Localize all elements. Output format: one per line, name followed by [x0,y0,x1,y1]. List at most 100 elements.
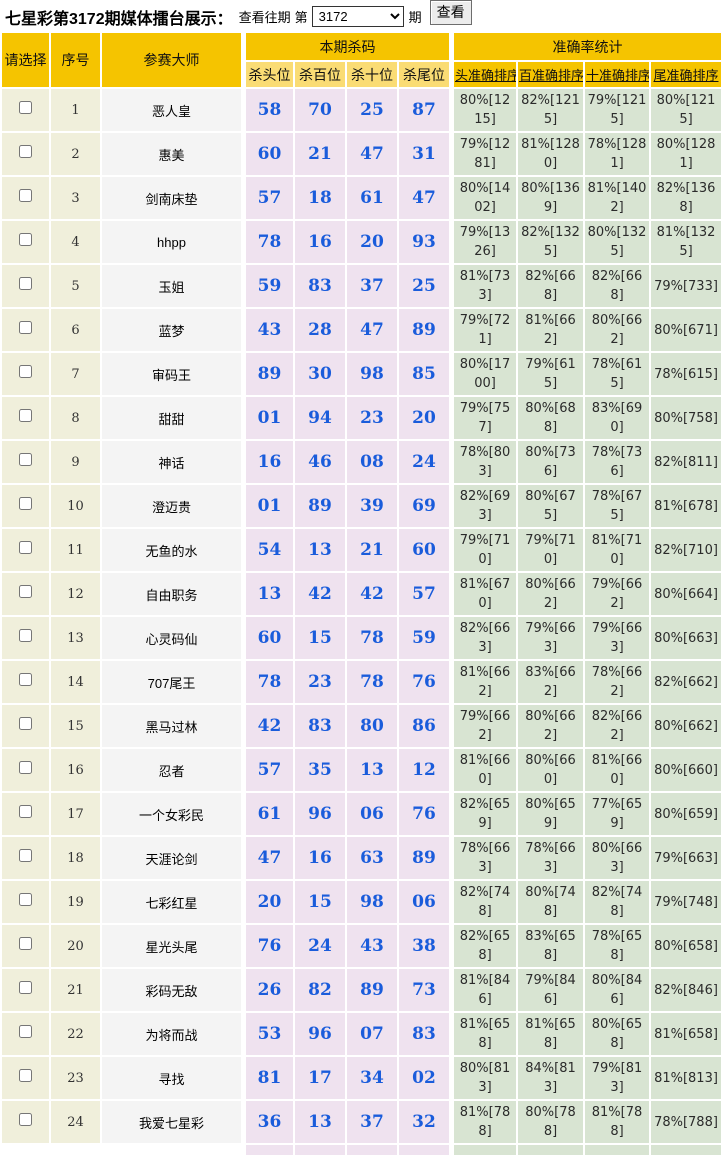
kill-number: 76 [243,925,293,967]
kill-number: 83 [399,1013,449,1055]
accuracy-stat: 80%[1369] [518,177,583,219]
row-checkbox[interactable] [19,453,32,466]
accuracy-stat: 81%[658] [518,1013,583,1055]
row-index: 13 [51,617,100,659]
row-checkbox[interactable] [19,761,32,774]
kill-number: 59 [243,265,293,307]
kill-number: 47 [347,309,397,351]
accuracy-stat: 80%[662] [518,573,583,615]
kill-number: 89 [399,837,449,879]
kill-number: 16 [295,221,345,263]
master-name: 一个女彩民 [102,793,241,835]
master-name: 甜甜 [102,397,241,439]
kill-number: 60 [399,529,449,571]
kill-number: 02 [399,1057,449,1099]
table-row: 18 天涯论剑 47 16 63 89 78%[663] 78%[663] 80%[663] 79… [2,837,721,879]
accuracy-stat: 82%[1368] [651,177,721,219]
table-row: 5 玉姐 59 83 37 25 81%[733] 82%[668] 82%[668] 79%[7… [2,265,721,307]
row-checkbox[interactable] [19,409,32,422]
row-checkbox[interactable] [19,233,32,246]
kill-number: 58 [243,89,293,131]
kill-number: 76 [399,661,449,703]
view-button[interactable]: 查看 [429,0,472,25]
accuracy-stat: 80%[846] [585,969,649,1011]
accuracy-stat: 80%[748] [518,881,583,923]
kill-number: 07 [347,1013,397,1055]
accuracy-stat: 81%[670] [451,573,516,615]
select-cell [2,221,49,263]
accuracy-stat: 83%[662] [518,661,583,703]
row-index: 15 [51,705,100,747]
row-checkbox[interactable] [19,541,32,554]
kill-number: 15 [295,881,345,923]
table-row: 19 七彩红星 20 15 98 06 82%[748] 80%[748] 82%[748] 79… [2,881,721,923]
row-checkbox[interactable] [19,629,32,642]
accuracy-stat: 80%[662] [651,705,721,747]
select-cell [2,353,49,395]
period-select[interactable]: 3172 [311,6,404,27]
accuracy-stat: 81%[662] [451,661,516,703]
select-cell [2,265,49,307]
row-checkbox[interactable] [19,585,32,598]
row-checkbox[interactable] [19,1025,32,1038]
accuracy-stat: 78%[788] [651,1101,721,1143]
accuracy-stat: 80%[659] [518,793,583,835]
clipped-cell [347,1145,397,1155]
row-index: 5 [51,265,100,307]
accuracy-stat: 80%[671] [651,309,721,351]
period-prefix-label: 第 [294,10,308,25]
kill-number: 54 [243,529,293,571]
row-checkbox[interactable] [19,321,32,334]
accuracy-stat: 79%[663] [585,617,649,659]
row-checkbox[interactable] [19,277,32,290]
row-checkbox[interactable] [19,189,32,202]
accuracy-stat: 82%[658] [451,925,516,967]
row-checkbox[interactable] [19,805,32,818]
row-index: 2 [51,133,100,175]
accuracy-sort-link[interactable]: 头准确排序 [455,68,516,83]
accuracy-stat: 82%[659] [451,793,516,835]
select-cell [2,441,49,483]
header-index: 序号 [51,33,100,87]
accuracy-stat: 78%[675] [585,485,649,527]
accuracy-stat: 82%[748] [585,881,649,923]
header-master: 参赛大师 [102,33,241,87]
row-checkbox[interactable] [19,981,32,994]
row-index: 18 [51,837,100,879]
kill-number: 39 [347,485,397,527]
select-cell [2,1057,49,1099]
accuracy-stat: 80%[662] [585,309,649,351]
row-checkbox[interactable] [19,101,32,114]
accuracy-stat: 82%[668] [518,265,583,307]
top-bar: 七星彩第3172期媒体擂台展示： 查看往期 第 3172 期 查看 [0,0,723,31]
row-checkbox[interactable] [19,497,32,510]
row-checkbox[interactable] [19,145,32,158]
accuracy-sort-link[interactable]: 百准确排序 [519,68,583,83]
accuracy-stat: 80%[1700] [451,353,516,395]
kill-number: 96 [295,1013,345,1055]
accuracy-stat: 78%[615] [585,353,649,395]
row-checkbox[interactable] [19,893,32,906]
row-checkbox[interactable] [19,365,32,378]
accuracy-sort-link[interactable]: 十准确排序 [586,68,649,83]
select-cell [2,705,49,747]
accuracy-stat: 78%[736] [585,441,649,483]
kill-number: 06 [399,881,449,923]
kill-number: 63 [347,837,397,879]
row-checkbox[interactable] [19,937,32,950]
kill-number: 06 [347,793,397,835]
row-checkbox[interactable] [19,1113,32,1126]
row-checkbox[interactable] [19,1069,32,1082]
accuracy-sort-link[interactable]: 尾准确排序 [653,68,719,83]
kill-number: 42 [295,573,345,615]
kill-number: 86 [399,705,449,747]
row-checkbox[interactable] [19,849,32,862]
kill-number: 83 [295,705,345,747]
kill-number: 60 [243,133,293,175]
accuracy-stat: 80%[664] [651,573,721,615]
kill-number: 28 [295,309,345,351]
row-checkbox[interactable] [19,717,32,730]
row-checkbox[interactable] [19,673,32,686]
kill-number: 15 [295,617,345,659]
table-row: 3 剑南床垫 57 18 61 47 80%[1402] 80%[1369] 81%[1402]… [2,177,721,219]
